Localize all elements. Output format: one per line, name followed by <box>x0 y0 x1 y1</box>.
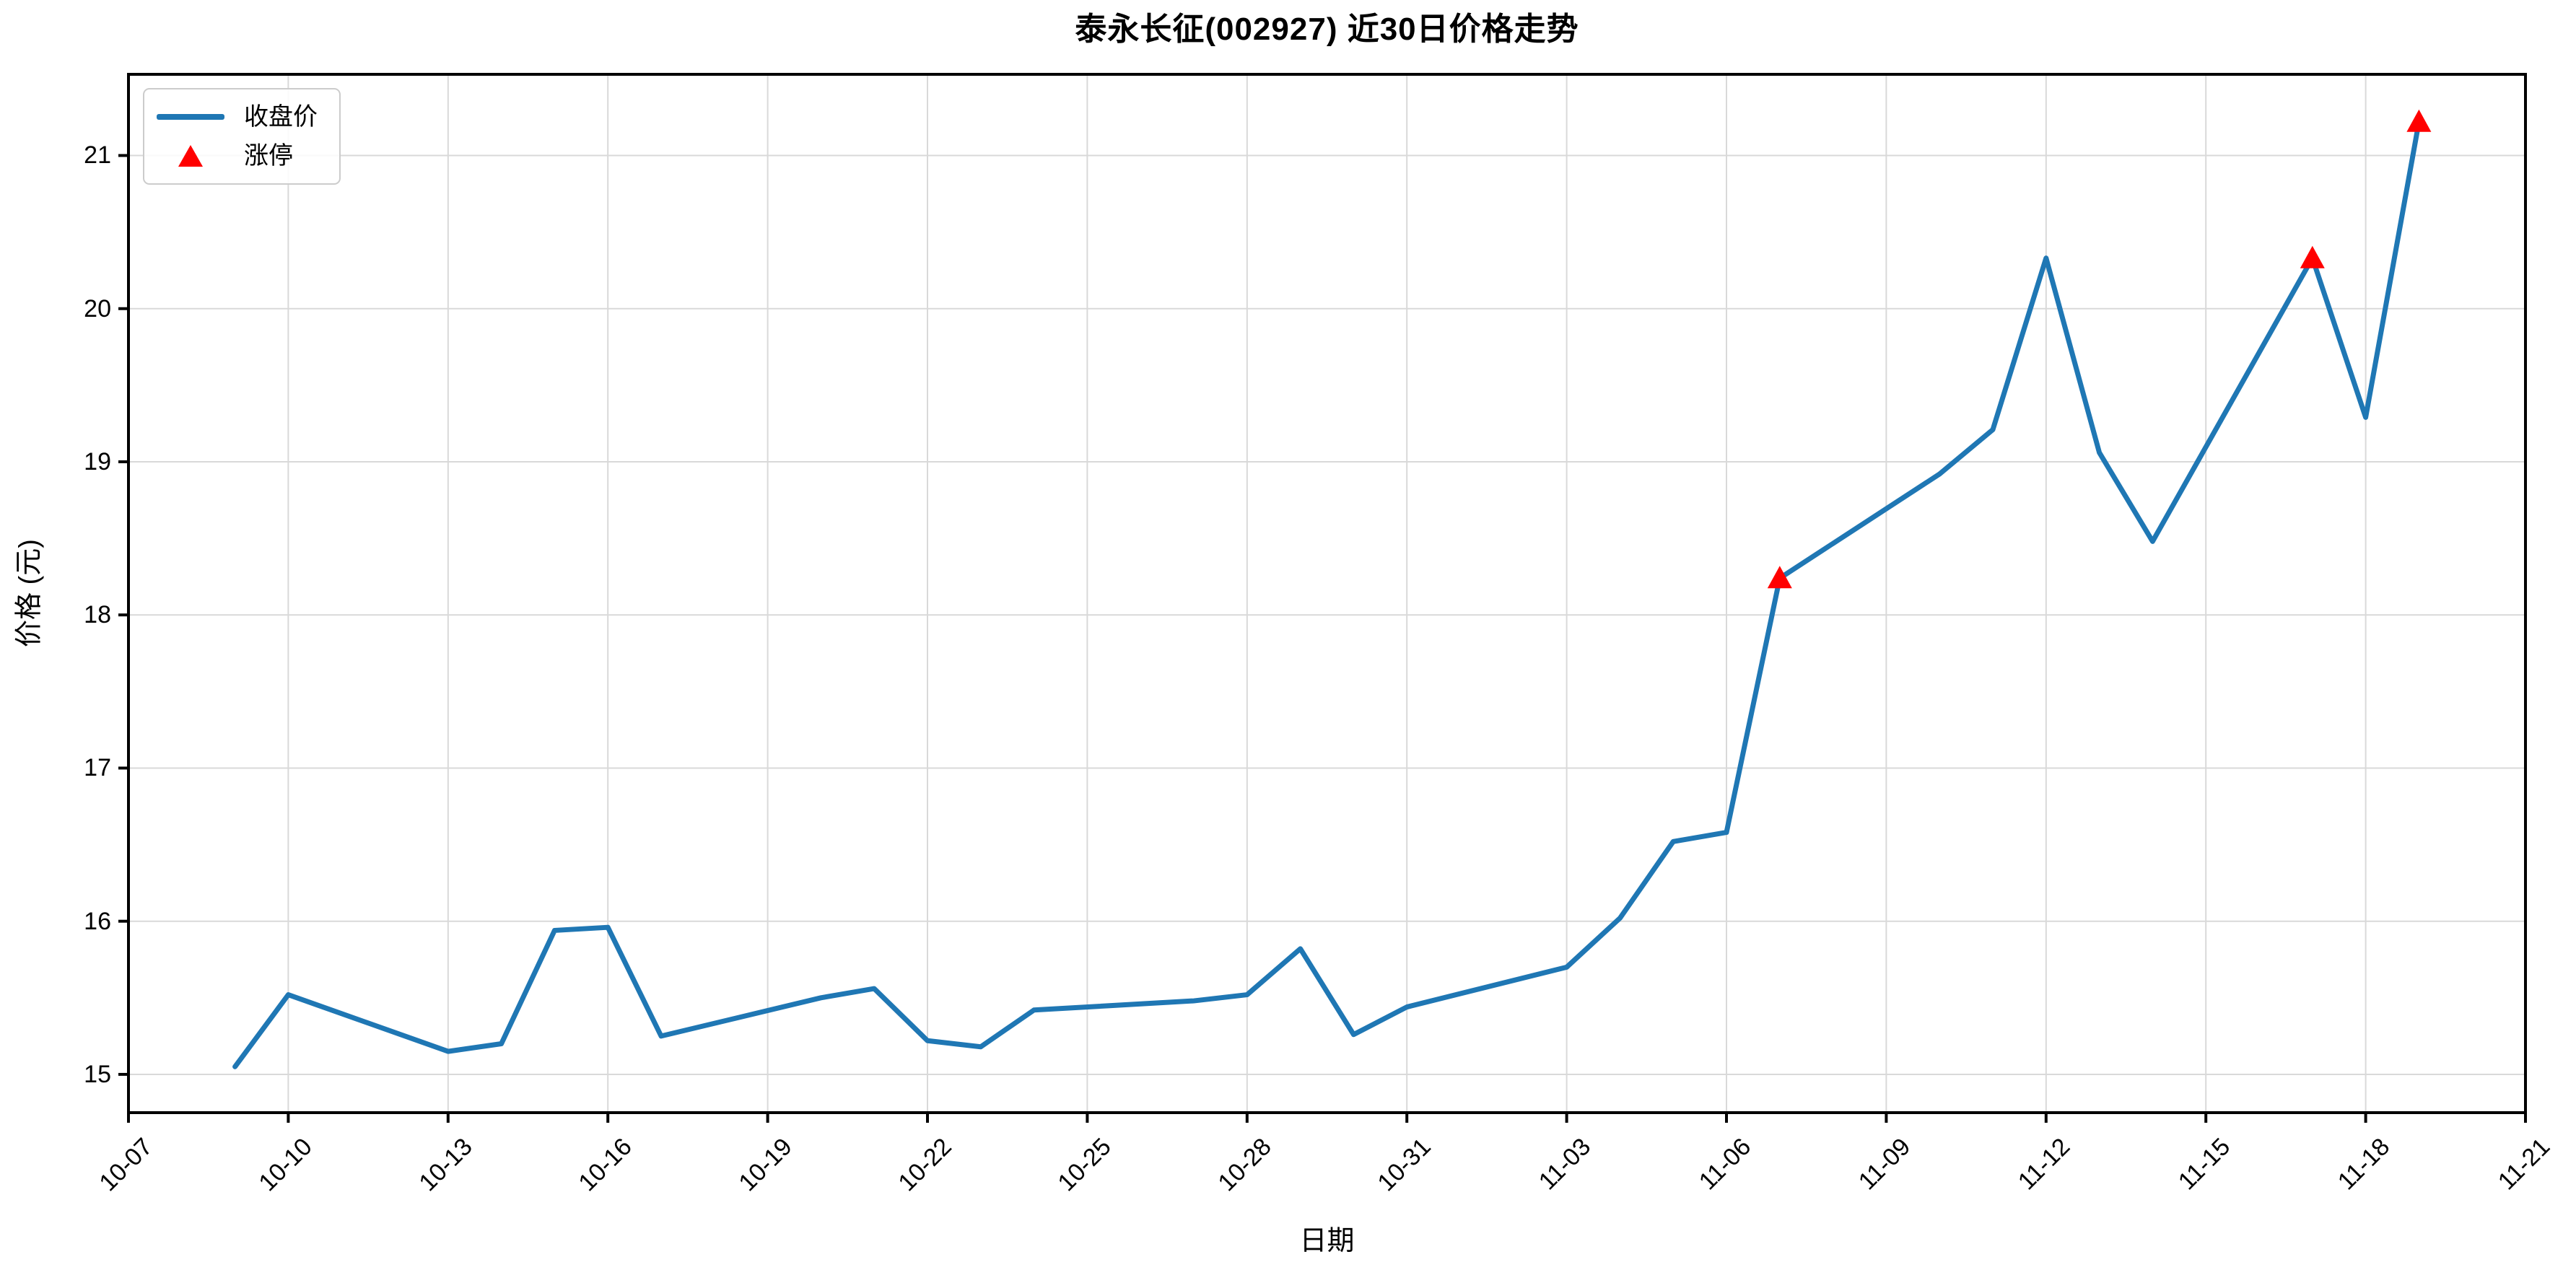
legend: 收盘价 涨停 <box>143 88 341 185</box>
legend-entry-limit-up: 涨停 <box>144 141 339 170</box>
plot-border <box>127 73 2527 1114</box>
triangle-up-icon <box>178 145 203 167</box>
limit-up-marker <box>2406 109 2432 132</box>
limit-up-marker <box>2300 245 2325 268</box>
close-price-line <box>232 119 2422 1069</box>
legend-entry-close: 收盘价 <box>144 102 339 131</box>
triangle-swatch <box>156 145 225 167</box>
line-swatch <box>156 114 225 120</box>
legend-label-limit-up: 涨停 <box>244 142 293 170</box>
limit-up-marker <box>1767 566 1792 589</box>
legend-label-close: 收盘价 <box>244 103 318 131</box>
close-line-icon <box>157 114 224 120</box>
